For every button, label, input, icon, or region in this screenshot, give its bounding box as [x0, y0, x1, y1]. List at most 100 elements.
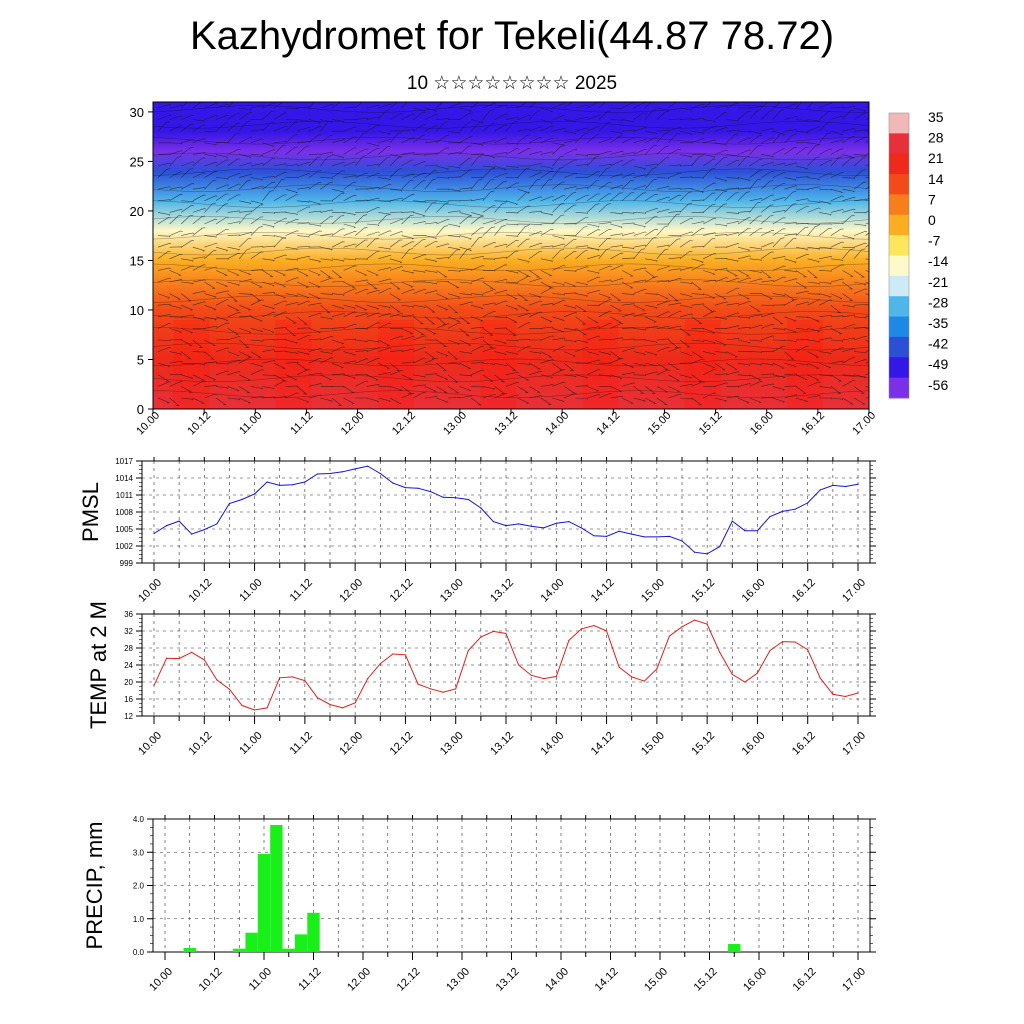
wind-barb [227, 221, 241, 225]
wind-barb [702, 168, 716, 178]
wind-barb [656, 300, 670, 306]
wind-barb [157, 242, 172, 248]
wind-barb [180, 214, 194, 225]
wind-barb [181, 374, 194, 380]
x-tick-label: 14.00 [538, 577, 566, 605]
wind-barb [853, 157, 867, 167]
colorbar-label: 35 [928, 109, 944, 125]
wind-barb [517, 313, 531, 318]
wind-barb [737, 339, 751, 344]
data-point [442, 691, 444, 693]
wind-barb [436, 135, 450, 144]
wind-barb [297, 173, 311, 178]
x-tick-label: 17.00 [840, 730, 868, 758]
wind-barb [598, 182, 612, 190]
wind-barb [273, 380, 287, 387]
wind-barb [389, 349, 403, 352]
data-point [203, 528, 205, 531]
wind-barb [575, 328, 587, 336]
wind-barb [529, 362, 541, 370]
wind-barb [181, 304, 194, 311]
wind-barb [621, 212, 635, 215]
wind-barb [401, 248, 413, 259]
wind-barb [447, 151, 461, 155]
wind-barb [331, 215, 345, 225]
wind-barb [157, 212, 171, 216]
wind-barb [621, 222, 635, 225]
data-point [191, 533, 193, 535]
wind-barb [192, 227, 206, 236]
wind-barb [749, 201, 761, 213]
wind-barb [343, 288, 357, 294]
wind-barb [749, 351, 762, 353]
wind-barb [413, 328, 425, 335]
wind-barb [842, 357, 856, 364]
wind-barb [505, 200, 519, 206]
data-point [429, 688, 432, 690]
wind-barb [331, 258, 345, 262]
wind-barb [830, 374, 842, 382]
wind-barb [691, 303, 705, 306]
x-tick-label: 16.00 [740, 730, 768, 758]
colorbar-label: 7 [928, 191, 936, 207]
wind-barb [250, 177, 264, 181]
data-point [492, 521, 495, 523]
wind-barb [262, 270, 274, 278]
wind-barb [204, 235, 217, 238]
wind-barb [644, 178, 657, 190]
wind-barb [424, 222, 438, 225]
isotherm-line [153, 216, 869, 224]
wind-barb [587, 246, 600, 251]
wind-barb [494, 393, 508, 399]
wind-barb [853, 223, 867, 227]
wind-barb [587, 255, 601, 260]
data-point [266, 707, 268, 709]
wind-barb [331, 102, 341, 109]
wind-barb [772, 102, 782, 109]
wind-barb [668, 339, 679, 348]
wind-barb [273, 327, 287, 329]
wind-barb [668, 164, 682, 167]
wind-barb [563, 312, 577, 318]
data-point [517, 664, 520, 666]
wind-barb [679, 188, 693, 190]
wind-barb [645, 371, 659, 376]
wind-barb [157, 186, 171, 190]
wind-barb [273, 311, 287, 318]
wind-barb [169, 328, 182, 333]
data-point [756, 672, 759, 674]
wind-barb [262, 190, 274, 201]
y-tick-label: 15 [130, 253, 144, 268]
wind-barb [853, 107, 867, 112]
data-point [392, 482, 394, 484]
wind-barb [819, 293, 832, 298]
data-point [668, 635, 671, 637]
data-point [668, 535, 671, 537]
wind-barb [772, 397, 786, 403]
wind-barb [853, 198, 867, 202]
wind-barb [633, 351, 647, 356]
wind-barb [215, 154, 229, 159]
wind-barb [401, 361, 415, 364]
wind-barb [668, 374, 681, 381]
wind-barb [540, 165, 554, 170]
wind-barb [552, 293, 565, 296]
wind-barb [517, 148, 531, 155]
wind-barb [331, 304, 345, 310]
wind-barb [238, 238, 252, 248]
colorbar-label: 28 [928, 130, 944, 146]
data-point [455, 688, 457, 690]
wind-barb [320, 335, 334, 341]
data-point [467, 649, 469, 652]
pmsl-ylabel: PMSL [78, 482, 103, 542]
wind-barb [598, 279, 612, 283]
wind-barb [819, 102, 833, 109]
wind-barb [830, 139, 844, 144]
wind-barb [308, 293, 321, 300]
wind-barb [436, 397, 449, 403]
data-point [719, 545, 721, 548]
wind-barb [204, 339, 217, 346]
wind-barb [343, 304, 357, 310]
wind-barb [563, 204, 577, 213]
wind-barb [691, 130, 705, 135]
